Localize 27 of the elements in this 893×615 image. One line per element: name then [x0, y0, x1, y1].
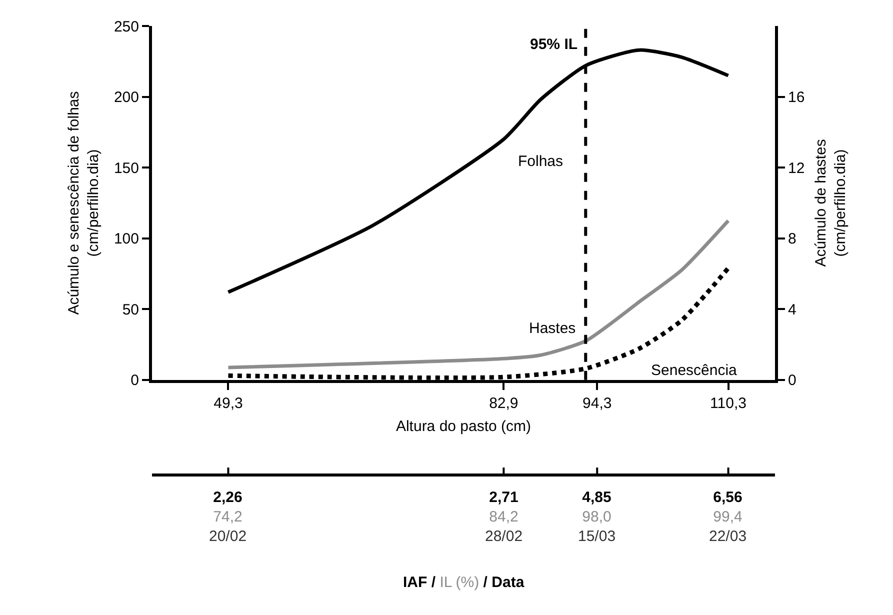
x-axis-title: Altura do pasto (cm)	[396, 418, 532, 435]
text: 4,85 98,0 15/03	[578, 489, 616, 545]
y-tick-label: 0	[130, 372, 139, 390]
y-tick-label: 150	[114, 160, 139, 177]
y-tick-label: 100	[114, 230, 139, 248]
x-tick-label: 94,3	[582, 394, 612, 412]
text: 6,56 99,4 22/03	[709, 489, 747, 545]
series-label: Senescência	[651, 362, 738, 379]
y-axis-title: Acúmulo e senescência de folhas (cm/perfilho.dia)	[66, 91, 102, 315]
x-tick-label: 49,3	[214, 394, 243, 412]
y2-tick-label: 16	[788, 89, 805, 106]
text: 2,71 84,2 28/02	[485, 489, 523, 545]
y2-tick-label: 12	[788, 160, 805, 177]
y2-tick-label: 8	[788, 230, 796, 248]
ref-line-label: 95% IL	[530, 36, 578, 53]
y-tick-label: 250	[114, 18, 139, 36]
x-tick-label: 82,9	[489, 394, 518, 412]
y2-axis-title: Acúmulo de hastes (cm/perfilho.dia)	[812, 139, 850, 267]
y2-tick-label: 4	[788, 301, 796, 318]
y2-tick-label: 0	[788, 372, 796, 390]
y-tick-label: 200	[114, 89, 139, 106]
series-label: Hastes	[529, 320, 576, 337]
text: IAF / IL (%) / Data	[403, 574, 525, 591]
text: 2,26 74,2 20/02	[209, 489, 247, 545]
series-label: Folhas	[518, 153, 564, 170]
y-tick-label: 50	[122, 301, 139, 318]
x-tick-label: 110,3	[710, 394, 746, 412]
